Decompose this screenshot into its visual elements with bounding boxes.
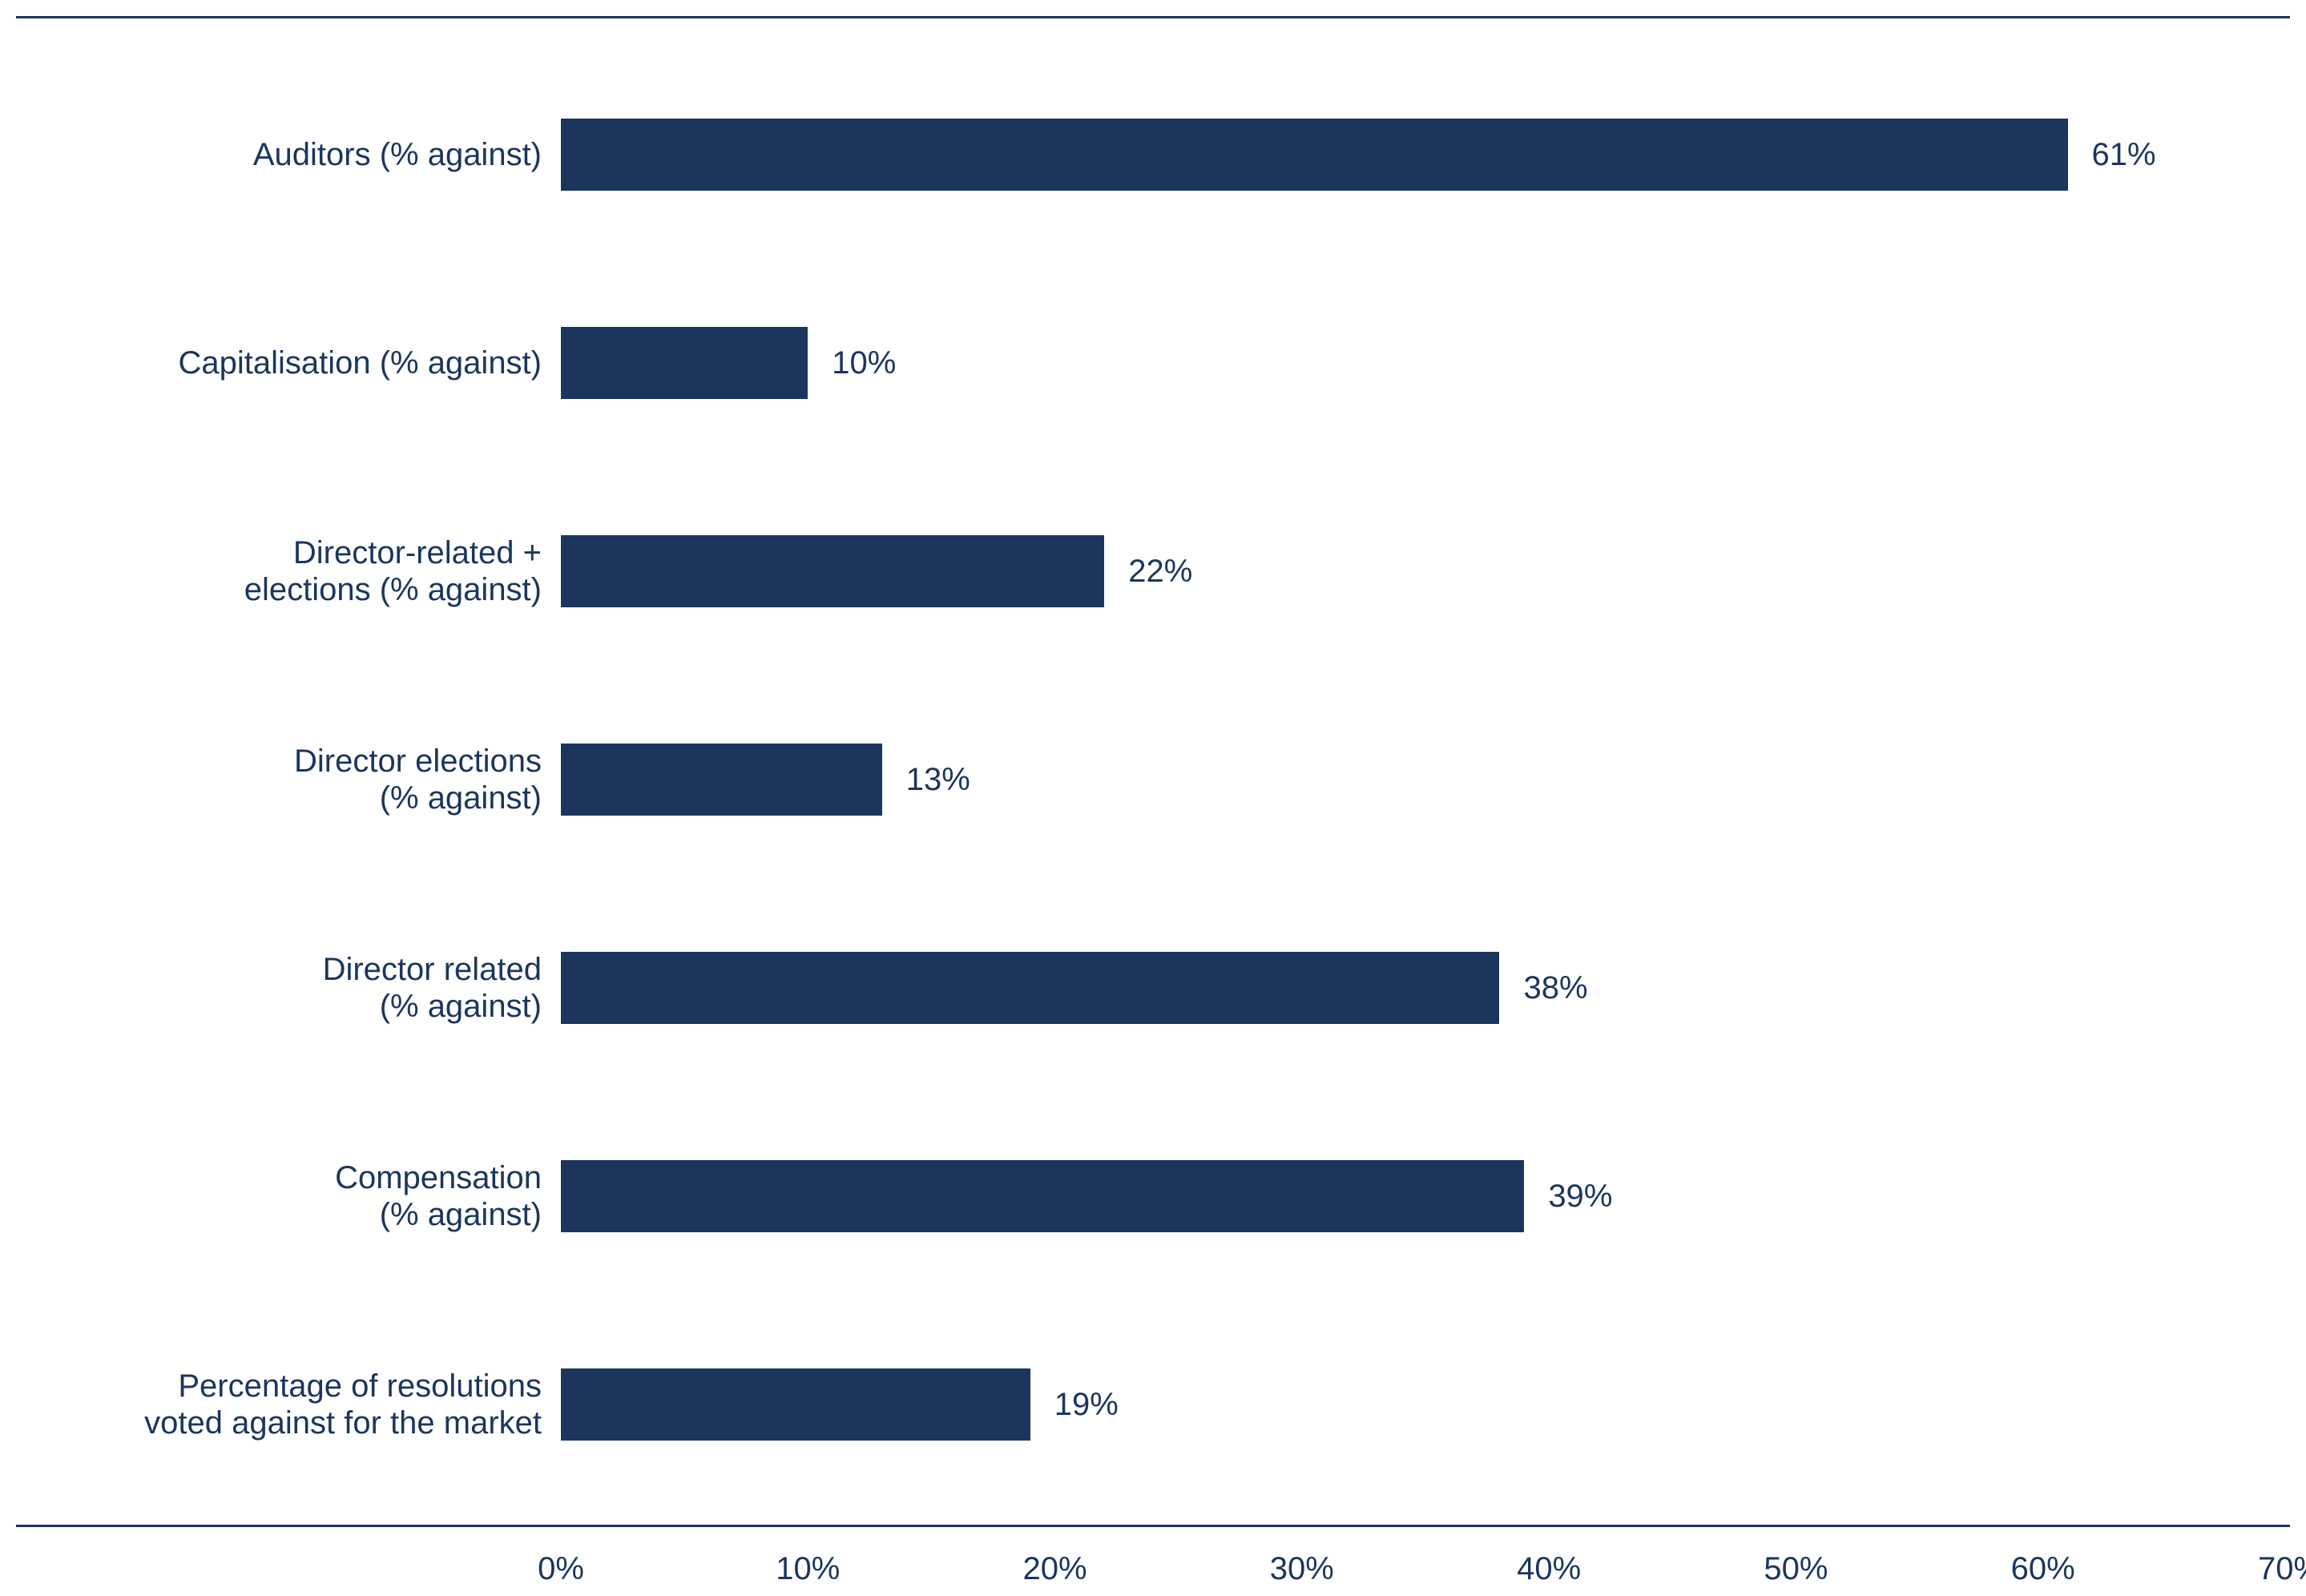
category-label-line: (% against) (16, 780, 542, 816)
bar (561, 327, 808, 399)
bar-track: 13% (561, 744, 2290, 816)
value-suffix: % (2127, 137, 2156, 172)
axis-tick: 20% (1023, 1551, 1087, 1587)
value-suffix: % (1090, 1387, 1119, 1422)
tick-number: 50 (1764, 1551, 1800, 1586)
chart-container: Auditors (% against)61%Capitalisation (%… (16, 16, 2290, 1596)
value-number: 22 (1128, 554, 1164, 589)
category-label: Capitalisation (% against) (16, 345, 561, 381)
value-number: 13 (906, 762, 942, 797)
category-label-line: Director-related + (16, 534, 542, 571)
category-label: Director elections(% against) (16, 743, 561, 816)
value-suffix: % (941, 762, 970, 797)
bar (561, 1160, 1524, 1232)
category-label-line: (% against) (16, 1196, 542, 1233)
category-label-line: Compensation (16, 1159, 542, 1196)
value-number: 61 (2092, 137, 2128, 172)
value-number: 39 (1548, 1179, 1584, 1214)
tick-number: 20 (1023, 1551, 1059, 1586)
axis-tick: 50% (1764, 1551, 1828, 1587)
plot-area: Auditors (% against)61%Capitalisation (%… (16, 16, 2290, 1527)
tick-number: 70 (2258, 1551, 2294, 1586)
tick-number: 30 (1270, 1551, 1306, 1586)
bar (561, 535, 1104, 607)
category-label-line: (% against) (16, 988, 542, 1025)
bar-track: 19% (561, 1368, 2290, 1441)
axis-tick: 10% (776, 1551, 840, 1587)
tick-number: 0 (538, 1551, 555, 1586)
value-number: 38 (1523, 970, 1559, 1006)
value-suffix: % (1584, 1179, 1613, 1214)
value-label: 38% (1499, 970, 1587, 1006)
category-label-line: Director related (16, 951, 542, 988)
bar-track: 61% (561, 119, 2290, 191)
value-label: 13% (882, 762, 970, 798)
value-suffix: % (1559, 970, 1588, 1006)
bar-row: Director elections(% against) 13% (16, 675, 2290, 884)
bar-row: Director-related +elections (% against) 2… (16, 467, 2290, 675)
tick-suffix: % (2046, 1551, 2075, 1586)
axis-spacer (16, 1551, 561, 1596)
value-label: 39% (1524, 1179, 1612, 1215)
value-label: 61% (2068, 137, 2156, 173)
axis-tick: 70% (2258, 1551, 2306, 1587)
category-label-line: Auditors (% against) (16, 136, 542, 173)
bar-track: 22% (561, 535, 2290, 607)
value-number: 19 (1054, 1387, 1091, 1422)
bar-row: Compensation(% against) 39% (16, 1092, 2290, 1300)
tick-suffix: % (555, 1551, 584, 1586)
x-axis: 0%10%20%30%40%50%60%70% (16, 1527, 2290, 1596)
bar-row: Percentage of resolutionsvoted against f… (16, 1300, 2290, 1509)
tick-number: 40 (1517, 1551, 1553, 1586)
category-label-line: elections (% against) (16, 571, 542, 608)
tick-suffix: % (1800, 1551, 1828, 1586)
category-label-line: voted against for the market (16, 1405, 542, 1441)
category-label: Auditors (% against) (16, 136, 561, 173)
category-label-line: Percentage of resolutions (16, 1368, 542, 1405)
category-label: Percentage of resolutionsvoted against f… (16, 1368, 561, 1441)
tick-suffix: % (812, 1551, 841, 1586)
tick-suffix: % (1305, 1551, 1334, 1586)
bar (561, 952, 1499, 1024)
axis-ticks: 0%10%20%30%40%50%60%70% (561, 1551, 2290, 1596)
tick-suffix: % (1058, 1551, 1087, 1586)
tick-suffix: % (2293, 1551, 2306, 1586)
bar-track: 10% (561, 327, 2290, 399)
bar-track: 39% (561, 1160, 2290, 1232)
value-label: 10% (808, 345, 896, 381)
value-label: 19% (1030, 1387, 1119, 1423)
category-label: Director related(% against) (16, 951, 561, 1025)
bar-track: 38% (561, 952, 2290, 1024)
axis-tick: 60% (2011, 1551, 2075, 1587)
category-label-line: Capitalisation (% against) (16, 345, 542, 381)
horizontal-bar-chart: Auditors (% against)61%Capitalisation (%… (16, 16, 2290, 1596)
bar-row: Capitalisation (% against) 10% (16, 259, 2290, 467)
axis-tick: 30% (1270, 1551, 1334, 1587)
category-label: Compensation(% against) (16, 1159, 561, 1233)
tick-suffix: % (1553, 1551, 1582, 1586)
bar-row: Auditors (% against) 61% (16, 50, 2290, 259)
bar (561, 744, 882, 816)
bar (561, 119, 2068, 191)
tick-number: 10 (776, 1551, 812, 1586)
value-suffix: % (868, 345, 897, 381)
tick-number: 60 (2011, 1551, 2047, 1586)
value-suffix: % (1164, 554, 1193, 589)
bar-row: Director related(% against) 38% (16, 884, 2290, 1092)
axis-tick: 40% (1517, 1551, 1581, 1587)
axis-tick: 0% (538, 1551, 584, 1587)
bar (561, 1368, 1030, 1441)
value-number: 10 (832, 345, 868, 381)
category-label: Director-related +elections (% against) (16, 534, 561, 608)
value-label: 22% (1104, 554, 1192, 590)
category-label-line: Director elections (16, 743, 542, 780)
